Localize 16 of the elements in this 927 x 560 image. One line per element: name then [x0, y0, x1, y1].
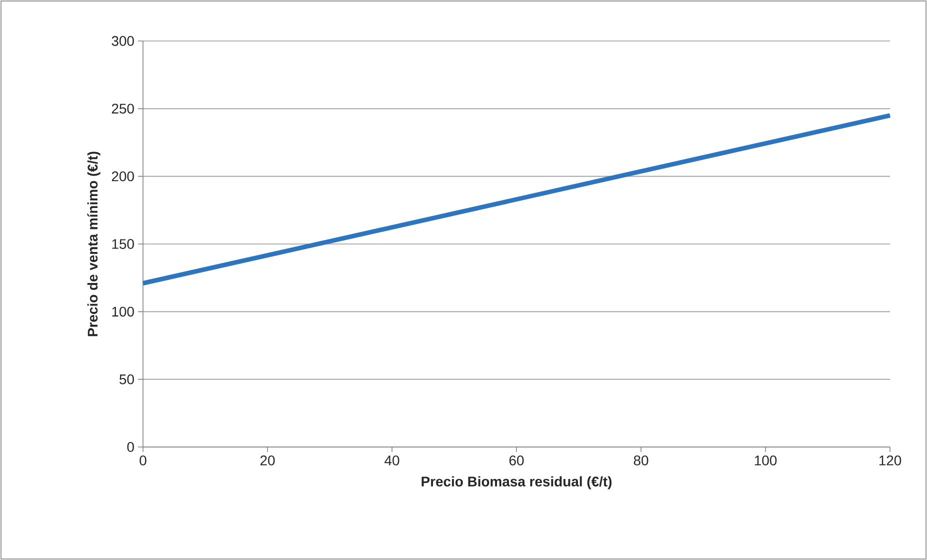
x-tick-label: 20 — [260, 456, 275, 466]
x-tick-label: 60 — [509, 456, 524, 466]
x-tick-label: 120 — [879, 456, 902, 466]
x-tick-label: 100 — [754, 456, 777, 466]
y-tick-label: 150 — [112, 239, 134, 249]
y-tick-label: 0 — [127, 442, 134, 452]
x-tick-label: 0 — [140, 456, 146, 466]
y-tick-label: 200 — [112, 171, 134, 182]
x-tick-label: 80 — [634, 456, 648, 466]
y-tick-label: 50 — [120, 374, 134, 384]
y-tick-label: 250 — [112, 104, 134, 114]
y-tick-label: 300 — [112, 36, 134, 46]
x-tick-label: 40 — [384, 456, 400, 466]
x-axis-title: Precio Biomasa residual (€/t) — [422, 476, 612, 490]
y-tick-label: 100 — [112, 306, 134, 317]
y-axis-title: Precio de venta mínimo (€/t) — [87, 152, 100, 336]
